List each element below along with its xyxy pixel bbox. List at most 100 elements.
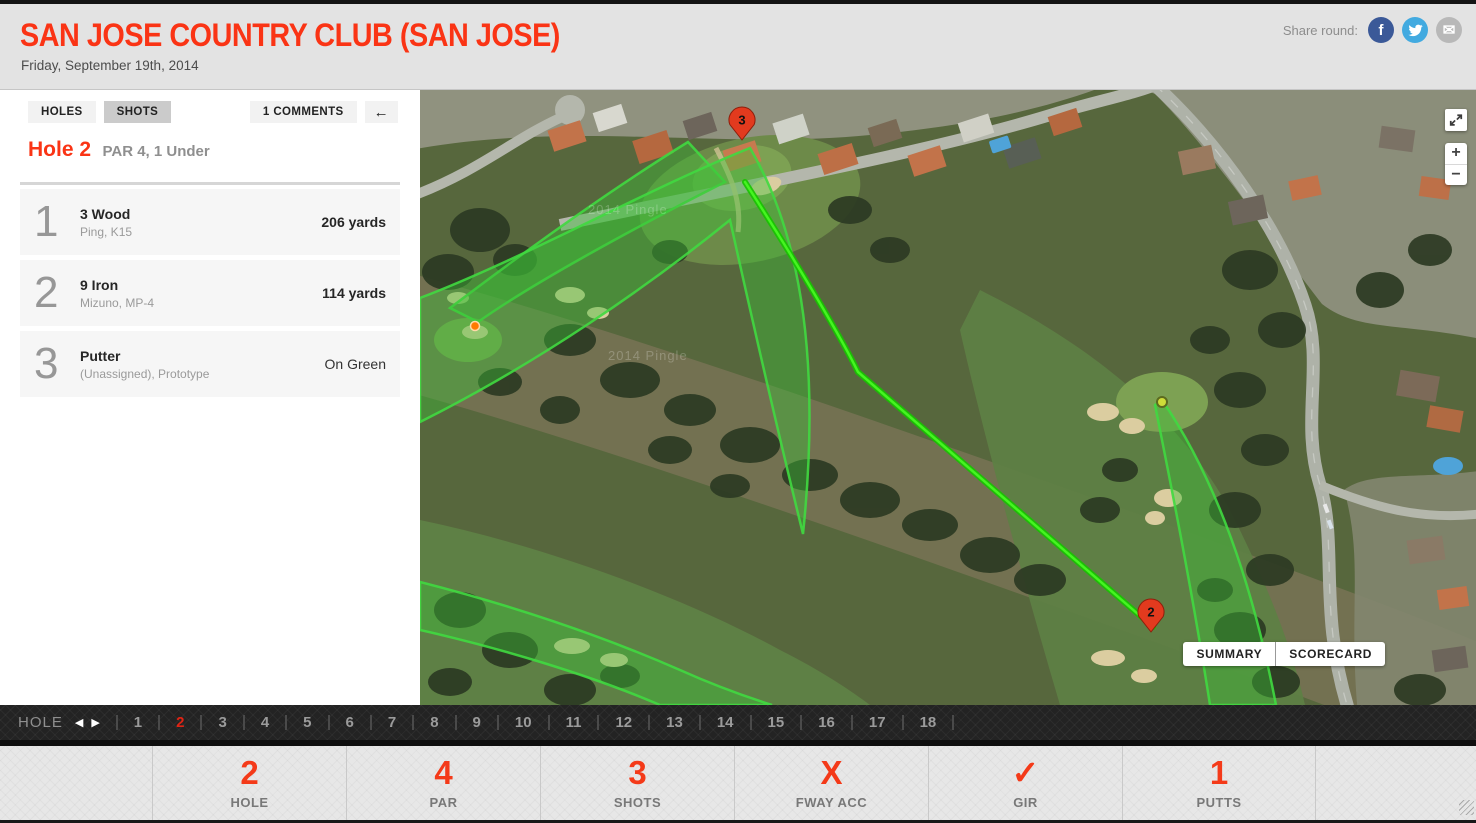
hole-number-title: Hole 2 bbox=[28, 138, 92, 161]
stat-putts-value: 1 bbox=[1209, 754, 1229, 791]
twitter-share-icon[interactable] bbox=[1402, 17, 1428, 43]
header: SAN JOSE COUNTRY CLUB (SAN JOSE) Friday,… bbox=[0, 4, 1476, 90]
hole-nav-separator bbox=[698, 715, 701, 730]
shot-distance: On Green bbox=[324, 356, 386, 372]
hole-nav-separator bbox=[901, 715, 904, 730]
hole-map[interactable]: 3 2 2014 Pingle 2014 Pingle + − SUMMARY … bbox=[420, 90, 1476, 705]
hole-nav-item-9[interactable]: 9 bbox=[472, 714, 481, 731]
shot-row[interactable]: 2 9 Iron Mizuno, MP-4 114 yards bbox=[20, 260, 400, 326]
hole-nav-separator bbox=[412, 715, 415, 730]
summary-button[interactable]: SUMMARY bbox=[1196, 647, 1263, 661]
stat-putts-label: PUTTS bbox=[1196, 795, 1242, 810]
hole-nav-item-15[interactable]: 15 bbox=[767, 714, 785, 731]
pool bbox=[1433, 457, 1463, 475]
stat-shots-value: 3 bbox=[628, 754, 647, 791]
fullscreen-button[interactable] bbox=[1445, 109, 1467, 131]
hole-navigation-bar: HOLE ◀ ▶ 1 2 3 4 5 6 7 8 9 10 11 12 13 1… bbox=[0, 705, 1476, 740]
shot-distance: 206 yards bbox=[321, 214, 386, 230]
hole-nav-separator bbox=[597, 715, 600, 730]
flag-dot-hole3 bbox=[1156, 396, 1168, 408]
fairway-miss-x-icon: X bbox=[820, 754, 843, 791]
hole-nav-separator bbox=[648, 715, 651, 730]
hole-nav-separator bbox=[285, 715, 288, 730]
shot-equipment: Mizuno, MP-4 bbox=[80, 295, 155, 310]
stat-par: 4 PAR bbox=[346, 746, 540, 820]
email-share-icon[interactable]: ✉ bbox=[1436, 17, 1462, 43]
hole-nav-item-8[interactable]: 8 bbox=[430, 714, 439, 731]
share-label: Share round: bbox=[1282, 22, 1358, 38]
top-border bbox=[0, 0, 1476, 4]
hole-nav-separator bbox=[496, 715, 499, 730]
hole-nav-label: HOLE bbox=[18, 714, 63, 731]
svg-text:2: 2 bbox=[1147, 605, 1154, 620]
shot-equipment: (Unassigned), Prototype bbox=[80, 366, 210, 381]
comments-button[interactable]: 1 COMMENTS bbox=[249, 101, 357, 123]
twitter-bird-icon bbox=[1407, 24, 1423, 36]
hole-nav-item-14[interactable]: 14 bbox=[716, 714, 734, 731]
scorecard-button[interactable]: SCORECARD bbox=[1275, 642, 1385, 666]
hole-nav-item-1[interactable]: 1 bbox=[133, 714, 143, 731]
hole-nav-separator bbox=[749, 715, 752, 730]
hole-nav-separator bbox=[952, 715, 955, 730]
next-hole-arrow[interactable]: ▶ bbox=[91, 717, 100, 729]
resize-grip-icon bbox=[1459, 800, 1474, 815]
hole-nav-item-6[interactable]: 6 bbox=[345, 714, 354, 731]
collapse-panel-button[interactable]: ← bbox=[364, 101, 398, 123]
pool bbox=[989, 135, 1012, 154]
hole-nav-separator bbox=[547, 715, 550, 730]
shot-marker-2[interactable]: 2 bbox=[1137, 598, 1165, 633]
hole-nav-item-4[interactable]: 4 bbox=[260, 714, 270, 731]
zoom-in-button[interactable]: + bbox=[1445, 143, 1467, 165]
satellite-map-image: 3 2 bbox=[420, 90, 1476, 705]
shot-row[interactable]: 1 3 Wood Ping, K15 206 yards bbox=[20, 189, 400, 255]
shot-row[interactable]: 3 Putter (Unassigned), Prototype On Gree… bbox=[20, 331, 400, 397]
hole-nav-item-12[interactable]: 12 bbox=[615, 714, 633, 731]
hole-nav-separator bbox=[158, 715, 161, 730]
panel-divider bbox=[20, 182, 400, 185]
stats-spacer bbox=[0, 746, 152, 820]
hole-nav-separator bbox=[327, 715, 330, 730]
hole-nav-separator bbox=[200, 715, 203, 730]
round-date: Friday, September 19th, 2014 bbox=[21, 58, 199, 73]
hole-nav-item-5[interactable]: 5 bbox=[303, 714, 312, 731]
hole-nav-item-11[interactable]: 11 bbox=[565, 714, 582, 731]
map-action-buttons: SUMMARY SCORECARD bbox=[1183, 642, 1385, 666]
shot-path bbox=[742, 179, 1156, 630]
hole-nav-item-2[interactable]: 2 bbox=[176, 714, 185, 731]
course-title: SAN JOSE COUNTRY CLUB (SAN JOSE) bbox=[20, 18, 560, 54]
hole-nav-item-17[interactable]: 17 bbox=[868, 714, 886, 731]
tab-shots[interactable]: SHOTS bbox=[103, 101, 172, 123]
facebook-share-icon[interactable]: f bbox=[1368, 17, 1394, 43]
tab-holes[interactable]: HOLES bbox=[28, 101, 96, 123]
hole-nav-item-18[interactable]: 18 bbox=[919, 714, 937, 731]
hole-nav-separator bbox=[800, 715, 803, 730]
hole-header: Hole 2 PAR 4, 1 Under bbox=[28, 138, 210, 162]
stat-gir: ✓ GIR bbox=[928, 746, 1122, 820]
stat-fway-label: FWAY ACC bbox=[795, 795, 868, 810]
zoom-out-button[interactable]: − bbox=[1451, 165, 1461, 183]
hole-nav-item-3[interactable]: 3 bbox=[218, 714, 227, 731]
stat-shots-label: SHOTS bbox=[613, 795, 662, 810]
hole-nav-item-16[interactable]: 16 bbox=[818, 714, 835, 731]
map-zoom-control: + − bbox=[1445, 143, 1467, 185]
stat-hole-value: 2 bbox=[240, 754, 259, 791]
hole-nav-item-13[interactable]: 13 bbox=[666, 714, 683, 731]
gir-checkmark-icon: ✓ bbox=[1011, 754, 1040, 791]
prev-hole-arrow[interactable]: ◀ bbox=[74, 717, 84, 729]
shot-marker-3[interactable]: 3 bbox=[728, 106, 756, 141]
shot-list: 1 3 Wood Ping, K15 206 yards 2 9 Iron Mi… bbox=[20, 189, 400, 402]
stat-par-label: PAR bbox=[429, 795, 458, 810]
panel-tabs: HOLES SHOTS 1 COMMENTS ← bbox=[0, 100, 420, 124]
stat-hole: 2 HOLE bbox=[152, 746, 346, 820]
stat-putts: 1 PUTTS bbox=[1122, 746, 1316, 820]
shot-club: 9 Iron bbox=[80, 276, 119, 293]
hole-nav-item-7[interactable]: 7 bbox=[387, 714, 397, 731]
hole-nav-item-10[interactable]: 10 bbox=[514, 714, 532, 731]
hole-par-score: PAR 4, 1 Under bbox=[102, 143, 210, 160]
shot-distance: 114 yards bbox=[322, 285, 386, 301]
shot-detail-panel: HOLES SHOTS 1 COMMENTS ← Hole 2 PAR 4, 1… bbox=[0, 90, 420, 705]
stat-hole-label: HOLE bbox=[230, 795, 269, 810]
shot-equipment: Ping, K15 bbox=[80, 224, 133, 239]
hole-overlay-bands bbox=[420, 140, 1278, 705]
expand-arrows-icon bbox=[1449, 114, 1463, 126]
